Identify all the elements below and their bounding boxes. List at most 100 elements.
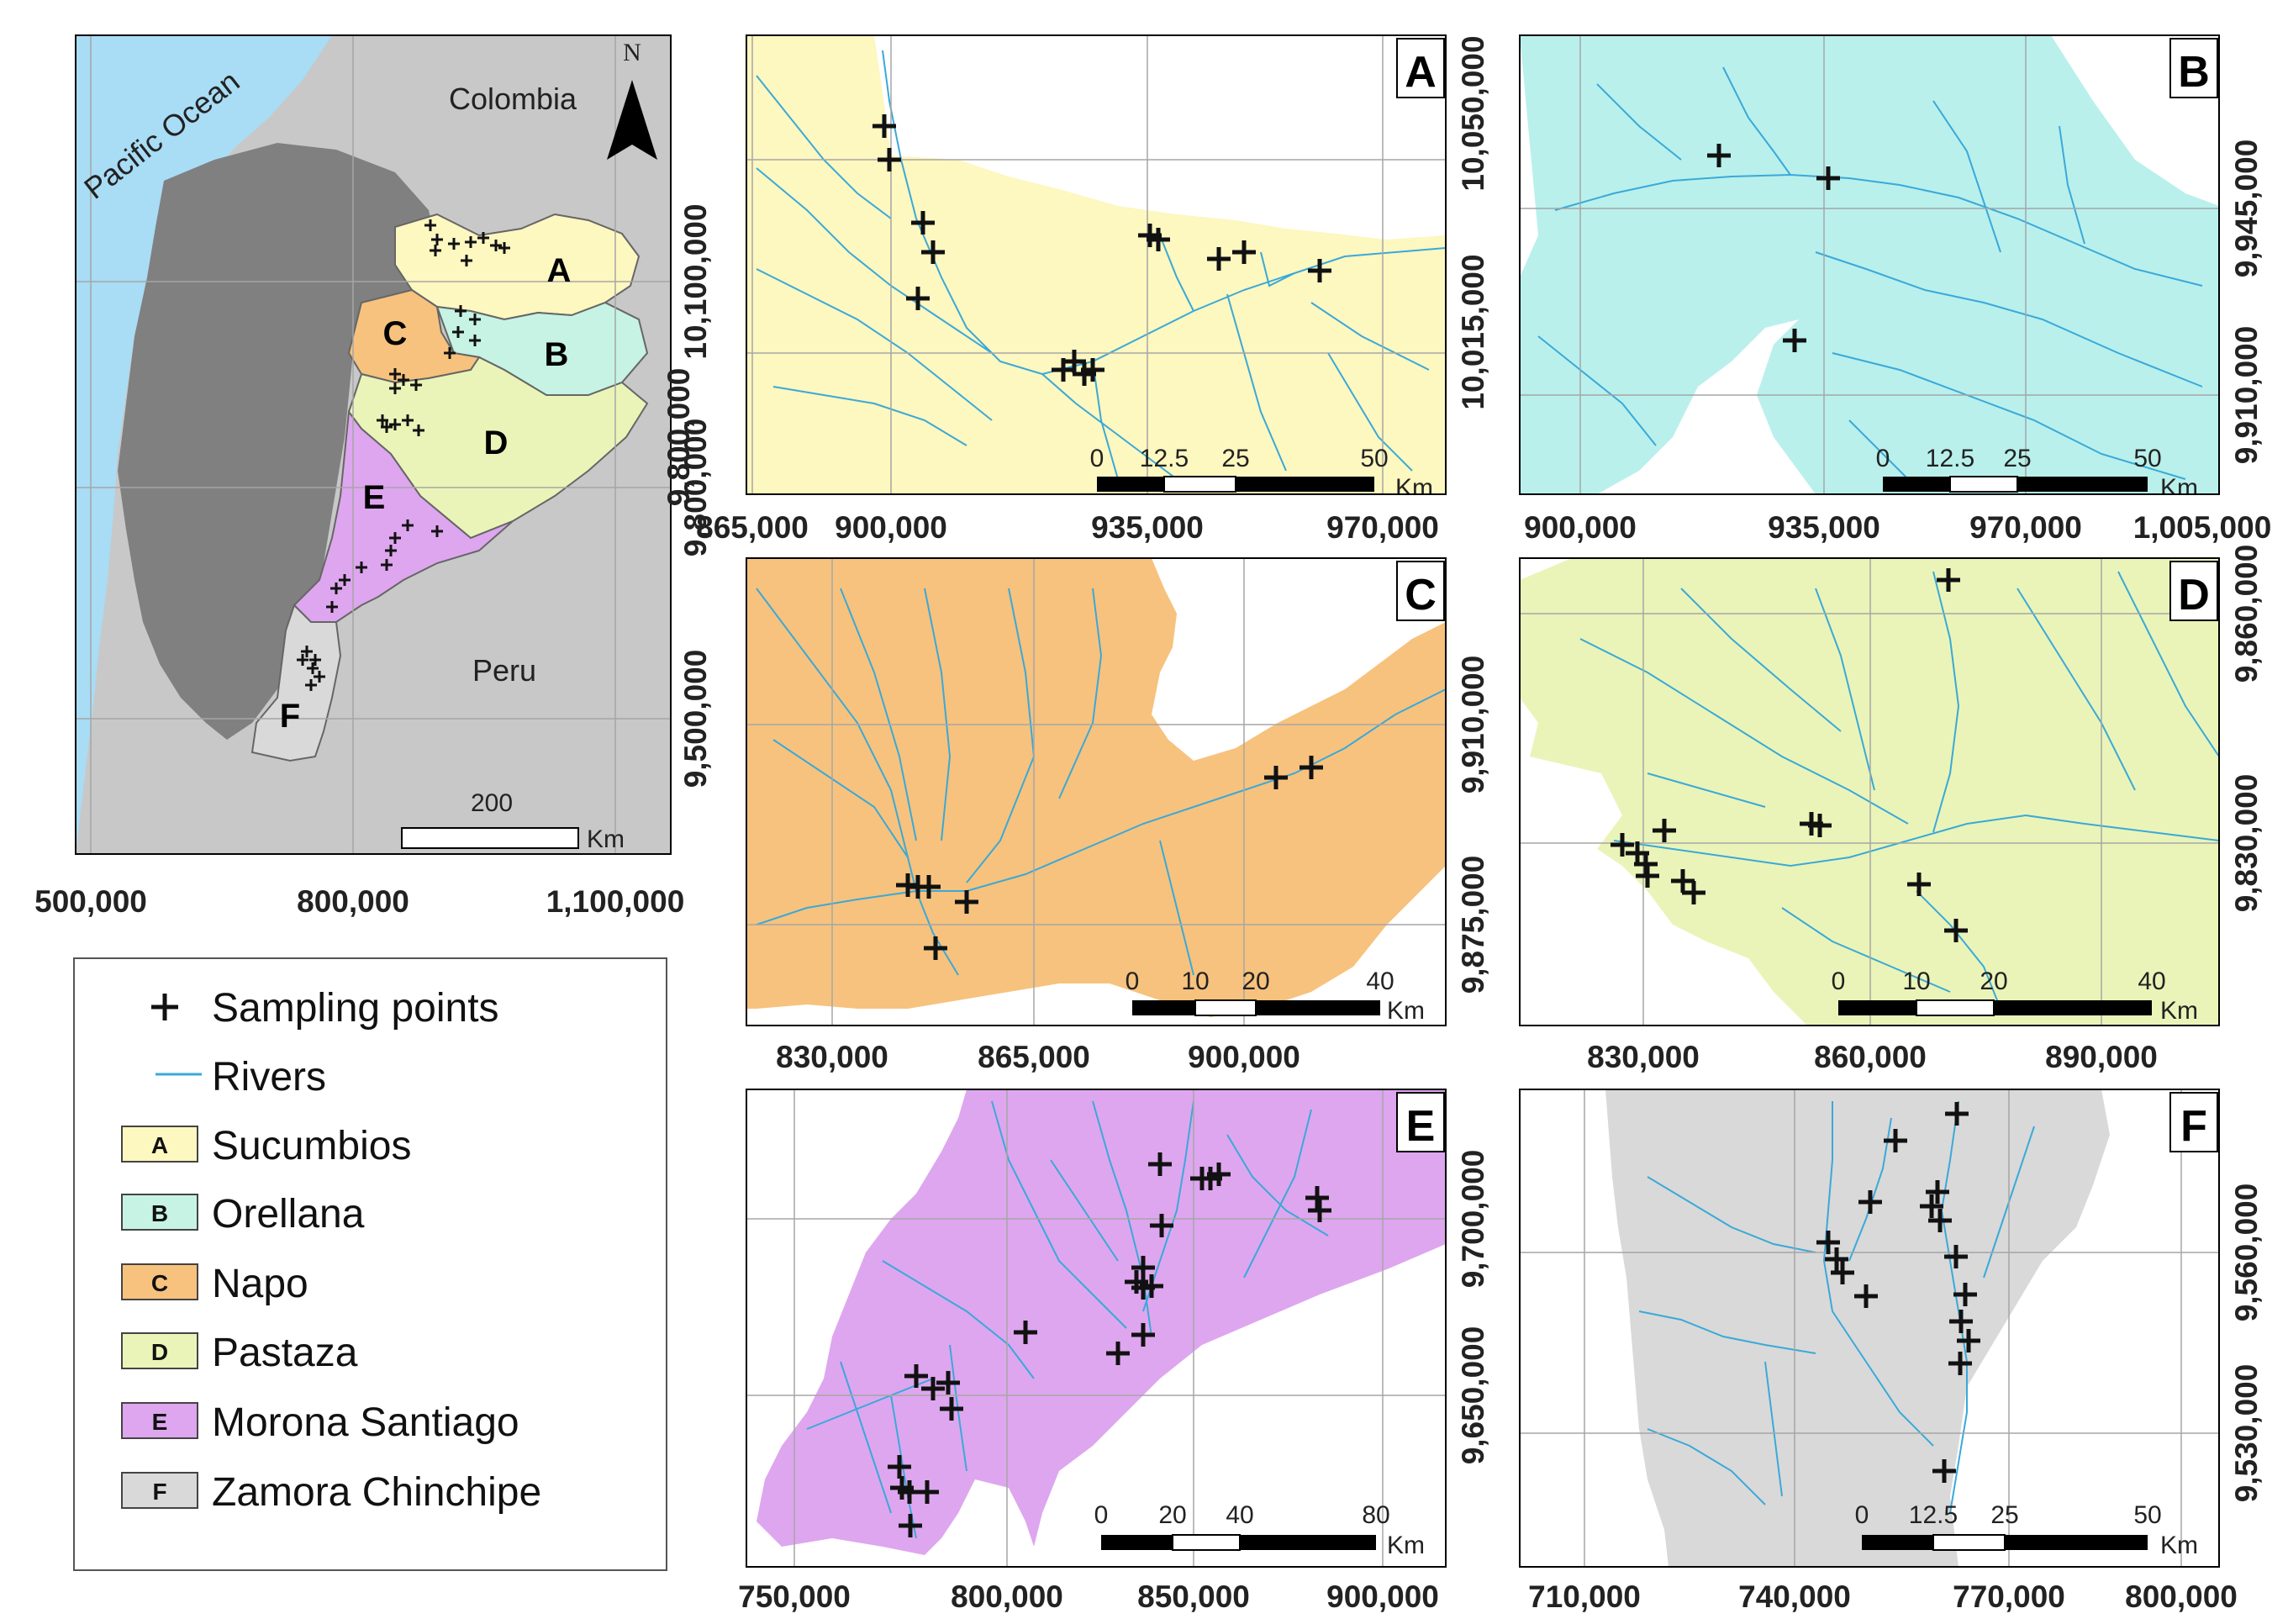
panel-e-y-tick: 9,650,000 xyxy=(1456,1326,1490,1465)
panel-c-y-tick: 9,875,000 xyxy=(1456,856,1490,994)
svg-text:Sampling points: Sampling points xyxy=(212,986,499,1031)
north-arrow-icon: N xyxy=(607,39,657,160)
panel-b: 0 12.5 25 50 Km B 900,000 935,000 970,00… xyxy=(1519,34,2272,545)
panel-a-scalebar: 0 12.5 25 50 Km xyxy=(1090,445,1433,502)
svg-text:40: 40 xyxy=(1226,1501,1253,1529)
svg-text:0: 0 xyxy=(1126,968,1140,995)
panel-d-x-tick: 860,000 xyxy=(1814,1040,1927,1074)
province-e xyxy=(293,409,514,623)
overview-grid xyxy=(76,35,671,854)
cross-icon xyxy=(151,994,178,1020)
svg-text:Orellana: Orellana xyxy=(212,1192,365,1236)
svg-text:Km: Km xyxy=(2160,1532,2198,1559)
province-f-area xyxy=(1605,1089,2110,1567)
province-d-area xyxy=(1520,558,2219,1026)
svg-text:50: 50 xyxy=(2133,445,2161,472)
svg-text:0: 0 xyxy=(1876,445,1890,472)
panel-a-y-tick: 10,015,000 xyxy=(1456,254,1490,409)
panel-a-x-tick: 935,000 xyxy=(1091,510,1204,545)
svg-text:20: 20 xyxy=(1980,968,2007,995)
legend-item-sampling-points: Sampling points xyxy=(151,986,499,1031)
svg-text:Km: Km xyxy=(587,825,625,853)
svg-text:0: 0 xyxy=(1855,1501,1869,1529)
province-b-area xyxy=(1520,35,2219,494)
panel-a-letter: A xyxy=(1405,48,1437,97)
svg-text:25: 25 xyxy=(2003,445,2031,472)
svg-text:B: B xyxy=(151,1200,168,1226)
panel-d-letter: D xyxy=(2178,571,2210,620)
svg-text:0: 0 xyxy=(1832,968,1846,995)
svg-text:25: 25 xyxy=(1990,1501,2018,1529)
svg-text:Km: Km xyxy=(1395,474,1433,502)
overview-x-tick: 500,000 xyxy=(34,884,147,919)
svg-text:50: 50 xyxy=(1360,445,1388,472)
overview-letter-a: A xyxy=(547,252,572,289)
panel-c-x-tick: 900,000 xyxy=(1188,1040,1300,1074)
svg-text:10: 10 xyxy=(1902,968,1930,995)
svg-text:Km: Km xyxy=(1387,1532,1425,1559)
panel-c-x-tick: 830,000 xyxy=(776,1040,888,1074)
panel-e-letter-box xyxy=(1396,1092,1445,1152)
svg-text:0: 0 xyxy=(1090,445,1104,472)
panel-c-letter-box xyxy=(1396,561,1445,621)
label-peru: Peru xyxy=(472,653,536,688)
svg-text:50: 50 xyxy=(2133,1501,2161,1529)
svg-text:40: 40 xyxy=(2138,968,2165,995)
province-e-area xyxy=(757,1089,1446,1555)
svg-text:Km: Km xyxy=(2160,474,2198,502)
panel-d-x-tick: 830,000 xyxy=(1587,1040,1700,1074)
overview-letter-e: E xyxy=(363,479,386,516)
svg-text:40: 40 xyxy=(1366,968,1394,995)
panel-e-x-tick: 900,000 xyxy=(1326,1579,1439,1614)
province-a-area xyxy=(746,35,1446,494)
panel-e-x-tick: 850,000 xyxy=(1137,1579,1250,1614)
legend-item-sucumbios: A Sucumbios xyxy=(121,1124,411,1168)
panel-a-x-tick: 865,000 xyxy=(696,510,809,545)
panel-d-y-tick: 9,830,000 xyxy=(2229,774,2264,913)
panel-e-letter: E xyxy=(1406,1102,1436,1151)
panel-d-x-tick: 890,000 xyxy=(2045,1040,2158,1074)
svg-text:C: C xyxy=(151,1270,168,1296)
svg-text:Pastaza: Pastaza xyxy=(212,1331,358,1375)
panel-a: 0 12.5 25 50 Km A 865,000 900,000 935,00… xyxy=(662,34,1490,545)
panel-f-letter-box xyxy=(2169,1092,2218,1152)
label-colombia: Colombia xyxy=(449,82,577,116)
legend-item-zamora-chinchipe: F Zamora Chinchipe xyxy=(121,1470,541,1515)
rivers xyxy=(1537,66,2203,488)
svg-text:D: D xyxy=(151,1339,168,1365)
panel-f-y-tick: 9,560,000 xyxy=(2229,1184,2264,1322)
svg-text:0: 0 xyxy=(1094,1501,1109,1529)
rivers xyxy=(1579,571,2219,1010)
pacific-ocean xyxy=(76,35,332,854)
panel-f-y-tick: 9,530,000 xyxy=(2229,1364,2264,1503)
legend-item-napo: C Napo xyxy=(121,1262,308,1306)
legend-item-rivers: Rivers xyxy=(156,1055,326,1099)
panel-e-x-tick: 800,000 xyxy=(951,1579,1063,1614)
province-f xyxy=(250,604,342,762)
panel-c-y-tick: 9,910,000 xyxy=(1456,656,1490,794)
overview-x-tick: 800,000 xyxy=(297,884,409,919)
panel-c: 0 10 20 40 Km C 830,000 865,000 900,000 … xyxy=(746,557,1490,1074)
panel-f-x-tick: 800,000 xyxy=(2125,1579,2238,1614)
panel-f-x-tick: 740,000 xyxy=(1738,1579,1851,1614)
panel-b-x-tick: 935,000 xyxy=(1768,510,1880,545)
panel-d-y-tick: 9,860,000 xyxy=(2229,545,2264,683)
overview-letter-f: F xyxy=(280,698,300,735)
panel-b-x-tick: 1,005,000 xyxy=(2133,510,2272,545)
panel-c-scalebar: 0 10 20 40 Km xyxy=(1126,968,1425,1025)
svg-text:Morona Santiago: Morona Santiago xyxy=(212,1400,519,1445)
svg-text:80: 80 xyxy=(1362,1501,1389,1529)
panel-a-x-tick: 900,000 xyxy=(835,510,947,545)
panel-f-x-tick: 770,000 xyxy=(1953,1579,2065,1614)
overview-scalebar: 200 Km xyxy=(401,789,625,853)
panel-b-y-tick: 9,910,000 xyxy=(2229,326,2264,465)
svg-text:10: 10 xyxy=(1181,968,1209,995)
svg-text:20: 20 xyxy=(1158,1501,1186,1529)
panel-c-letter: C xyxy=(1405,571,1437,620)
panel-e-scalebar: 0 20 40 80 Km xyxy=(1094,1501,1425,1559)
svg-text:12.5: 12.5 xyxy=(1926,445,1974,472)
panel-f: 0 12.5 25 50 Km F 710,000 740,000 770,00… xyxy=(1519,1089,2264,1614)
legend-item-pastaza: D Pastaza xyxy=(121,1331,358,1375)
panel-a-y-tick: 9,800,000 xyxy=(662,368,696,507)
